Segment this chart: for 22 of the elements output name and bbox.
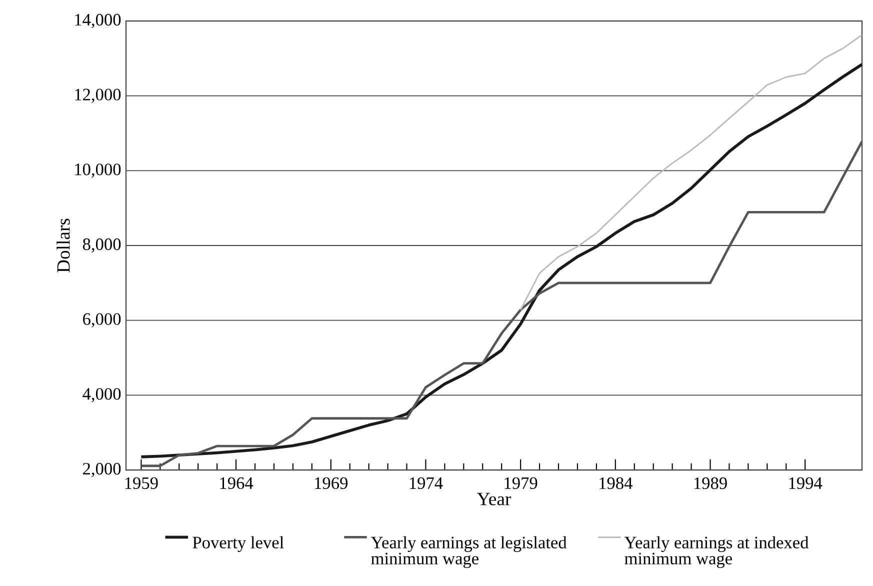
legend-label: Yearly earnings at indexed minimum wage [624,536,809,568]
line-series [140,62,862,458]
x-tick-label: 1989 [694,477,727,490]
y-tick-label: 4,000 [82,388,121,402]
x-tick-label: 1969 [315,477,348,490]
y-tick-label: 12,000 [75,88,121,103]
y-axis-title: Dollars [56,218,70,272]
x-axis-title: Year [477,492,512,506]
legend-label: Poverty level [192,536,284,552]
x-tick-label: 1959 [125,477,158,490]
x-tick-label: 1974 [410,477,443,490]
y-tick-label: 8,000 [82,238,121,253]
legend-label: Yearly earnings at legislated minimum wage [370,536,567,568]
x-tick-label: 1994 [789,477,822,490]
x-tick-label: 1979 [504,477,538,490]
y-tick-label: 10,000 [75,164,121,178]
line-series [520,34,862,311]
x-tick-label: 1964 [220,477,254,490]
y-tick-label: 2,000 [83,462,121,478]
x-tick-label: 1984 [600,477,632,490]
y-tick-label: 14,000 [75,14,121,28]
y-tick-label: 6,000 [83,313,121,328]
